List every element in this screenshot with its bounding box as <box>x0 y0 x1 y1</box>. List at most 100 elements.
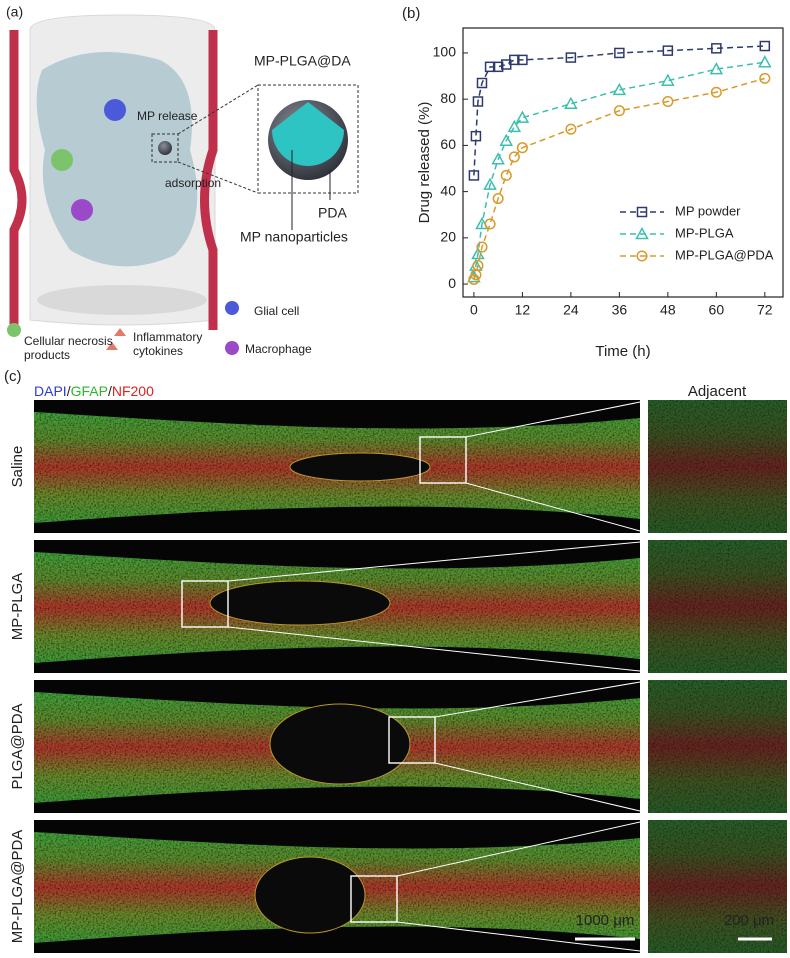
x-axis-label: Time (h) <box>595 343 650 360</box>
column-header: Adjacent <box>688 383 747 400</box>
stain-name: NF200 <box>112 383 154 399</box>
stain-name: / <box>108 383 112 399</box>
marker <box>711 43 722 54</box>
marker <box>492 61 504 73</box>
x-tick-label: 72 <box>757 302 773 318</box>
marker <box>759 72 771 84</box>
legend-text: Cellular necrosis <box>24 334 113 348</box>
legend-text: Macrophage <box>245 342 312 356</box>
y-tick-label: 100 <box>433 44 457 60</box>
lesion <box>269 703 411 785</box>
release-chart: 0 12 24 36 48 60 72 0 20 40 60 80 100 Time (h) Drug re… <box>402 5 784 360</box>
marker <box>500 169 512 181</box>
marker <box>470 130 482 142</box>
x-tick-label: 12 <box>515 302 531 318</box>
x-tick-label: 24 <box>563 302 579 318</box>
marker <box>758 55 772 68</box>
row-label: Saline <box>9 446 26 488</box>
y-tick-label: 60 <box>440 136 456 152</box>
vessel <box>200 30 218 330</box>
marker <box>662 95 674 108</box>
zoom-inset-texture <box>648 680 787 813</box>
series-line <box>473 61 765 278</box>
marker <box>662 45 674 56</box>
zoom-box <box>419 436 467 484</box>
marker <box>472 96 484 107</box>
plot-frame <box>462 27 784 298</box>
y-tick-label: 80 <box>440 90 456 106</box>
row-label: PLGA@PDA <box>9 703 26 789</box>
x-tick-label: 36 <box>612 302 628 318</box>
legend-text: products <box>24 348 70 362</box>
legend-icon <box>7 323 21 337</box>
marker <box>565 123 577 135</box>
annotation: PDA <box>318 205 347 221</box>
annotation: adsorption <box>165 176 221 190</box>
pointer <box>291 150 331 230</box>
marker <box>484 61 496 73</box>
marker <box>515 110 530 123</box>
marker <box>613 105 625 117</box>
lesion <box>209 580 391 626</box>
schematic: (a) MP release adsorption MP-PLGA@DA PDA… <box>6 4 359 362</box>
marker <box>492 193 504 205</box>
particle-core <box>272 102 344 166</box>
legend-marker <box>636 206 648 218</box>
scale-bar-label: 200 μm <box>724 912 774 929</box>
stain-name: / <box>67 383 71 399</box>
stain-name: GFAP <box>71 383 108 399</box>
legend-label: MP-PLGA <box>675 225 734 240</box>
micrographs: (c)DAPI/GFAP/NF200 AdjacentSalineMP-PLGAP… <box>4 368 787 953</box>
zoom-line <box>465 401 641 532</box>
y-axis-label: Drug released (%) <box>416 102 433 224</box>
legend-marker <box>636 250 648 262</box>
lesion <box>289 452 431 482</box>
marker <box>759 40 771 52</box>
y-tick-label: 20 <box>440 229 456 245</box>
marker <box>476 241 488 253</box>
annotation: MP nanoparticles <box>240 229 348 245</box>
zoom-inset-texture <box>648 400 787 533</box>
panel-label: (a) <box>6 4 23 20</box>
x-tick-label: 60 <box>709 302 725 318</box>
marker <box>661 73 675 86</box>
marker <box>517 54 528 66</box>
legend-marker <box>635 226 649 240</box>
marker <box>710 86 722 98</box>
marker <box>484 218 496 230</box>
lesion <box>254 856 366 934</box>
marker <box>564 96 578 110</box>
zoom-line <box>227 541 641 672</box>
legend-label: MP powder <box>675 203 741 218</box>
glial-icon <box>104 99 126 121</box>
macrophage-icon <box>71 199 93 221</box>
panel-label: (b) <box>402 5 420 22</box>
marker <box>709 62 724 75</box>
marker <box>614 47 625 59</box>
marker <box>471 246 485 260</box>
cord-section <box>37 285 207 315</box>
annotation: MP-PLGA@DA <box>254 53 351 69</box>
zoom-box <box>151 133 179 163</box>
scale-bar-label: 1000 μm <box>576 912 635 929</box>
zoom-line <box>396 821 641 952</box>
x-tick-label: 48 <box>660 302 676 318</box>
vessel <box>9 30 27 330</box>
stain-name: DAPI <box>34 383 67 399</box>
marker <box>491 152 505 165</box>
legend-label: MP-PLGA@PDA <box>675 247 774 262</box>
row-label: MP-PLGA@PDA <box>9 830 26 944</box>
zoom-inset-texture <box>648 540 787 673</box>
marker <box>483 177 497 190</box>
annotation: MP release <box>137 109 198 123</box>
y-tick-label: 40 <box>440 182 456 198</box>
stain-legend: DAPI/GFAP/NF200 <box>34 383 154 399</box>
marker <box>507 119 522 133</box>
marker <box>508 151 520 163</box>
legend-icon <box>106 328 126 350</box>
particle-icon <box>158 141 172 155</box>
panel-label: (c) <box>4 368 22 385</box>
legend-text: cytokines <box>133 344 183 358</box>
zoom-line <box>434 681 641 812</box>
